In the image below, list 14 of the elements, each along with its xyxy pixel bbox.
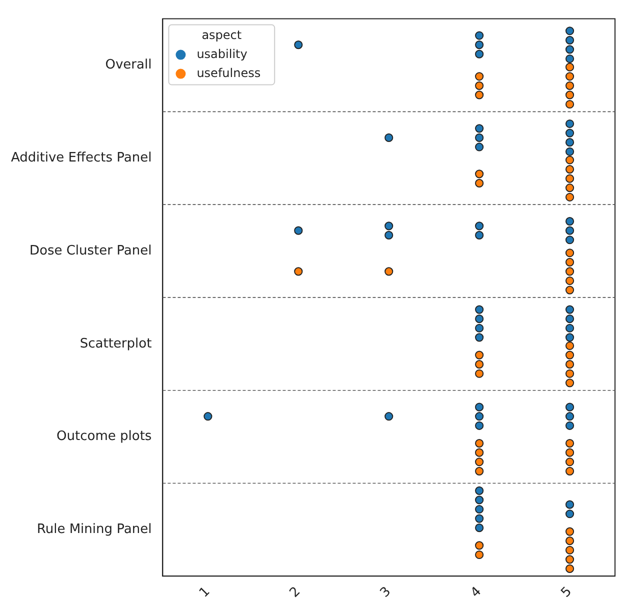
y-tick-label: Overall	[105, 58, 152, 73]
x-tick-label: 1	[196, 584, 214, 601]
y-tick-label: Additive Effects Panel	[11, 150, 152, 166]
x-tick-label: 4	[468, 584, 485, 601]
y-tick-label: Dose Cluster Panel	[29, 243, 152, 258]
y-tick-label: Scatterplot	[80, 336, 152, 352]
legend-label: usefulness	[196, 66, 261, 80]
x-tick-label: 2	[287, 584, 304, 601]
x-tick-label: 3	[378, 584, 394, 601]
x-tick-label: 5	[558, 584, 575, 601]
y-tick-label: Outcome plots	[56, 429, 152, 444]
y-tick-label: Rule Mining Panel	[36, 522, 152, 538]
legend-title: aspect	[202, 28, 242, 42]
legend-label: usability	[196, 46, 248, 61]
